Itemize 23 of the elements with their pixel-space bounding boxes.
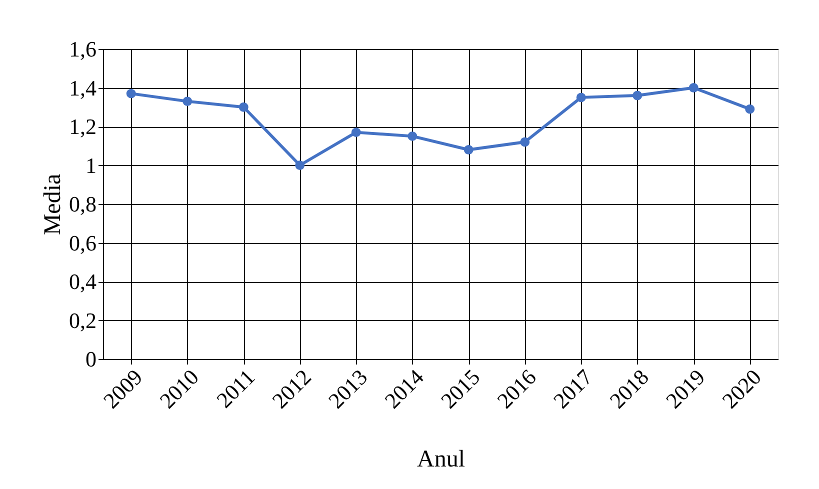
- point: [745, 104, 755, 114]
- point: [238, 102, 248, 112]
- point: [295, 160, 305, 170]
- y-tick-label: 0,8: [69, 192, 96, 216]
- y-tick-label: 1: [86, 152, 96, 178]
- y-tick-label: 1,4: [69, 75, 96, 100]
- y-tick-label: 0,2: [69, 308, 96, 333]
- point: [351, 128, 361, 138]
- y-tick-label: 0,6: [69, 230, 96, 256]
- point: [464, 145, 474, 154]
- point: [520, 137, 530, 147]
- point: [688, 83, 698, 92]
- point: [408, 131, 418, 141]
- point: [632, 90, 642, 100]
- y-tick-label: 0: [86, 346, 96, 372]
- y-tick-label: 0,4: [69, 269, 96, 294]
- point: [126, 88, 136, 98]
- y-tick-label: 1,2: [69, 114, 96, 139]
- point: [576, 92, 586, 102]
- x-axis-title: Anul: [417, 446, 466, 472]
- y-axis-title: Media: [40, 173, 66, 236]
- y-tick-label: 1,6: [69, 36, 96, 62]
- point: [182, 96, 192, 106]
